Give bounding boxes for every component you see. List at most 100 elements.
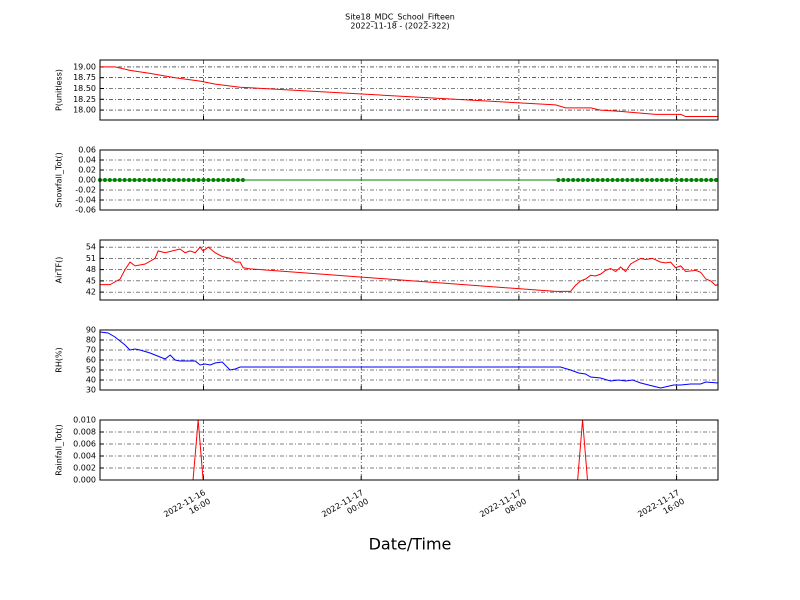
data-point bbox=[171, 178, 176, 182]
data-line bbox=[100, 66, 718, 118]
data-point bbox=[699, 178, 704, 182]
data-point bbox=[635, 178, 640, 182]
data-line bbox=[99, 331, 719, 389]
data-point bbox=[689, 178, 694, 182]
y-tick-label: 0.010 bbox=[73, 416, 96, 425]
data-point bbox=[240, 178, 245, 182]
y-tick-label: 54 bbox=[86, 243, 96, 252]
data-point bbox=[231, 178, 236, 182]
data-point bbox=[585, 178, 590, 182]
data-point bbox=[112, 178, 117, 182]
y-tick-label: 60 bbox=[86, 356, 96, 365]
y-tick-label: 80 bbox=[86, 336, 96, 345]
data-point bbox=[704, 178, 709, 182]
data-point bbox=[576, 178, 581, 182]
y-axis-label: P(unitless) bbox=[55, 69, 64, 111]
data-point bbox=[157, 178, 162, 182]
axes-frame bbox=[99, 59, 719, 121]
data-point bbox=[216, 178, 221, 182]
y-tick-label: 0.04 bbox=[78, 156, 96, 165]
data-point bbox=[566, 178, 571, 182]
data-point bbox=[659, 178, 664, 182]
data-point bbox=[102, 178, 107, 182]
y-tick-label: -0.04 bbox=[75, 196, 96, 205]
data-line bbox=[100, 419, 718, 481]
data-point bbox=[674, 178, 679, 182]
data-point bbox=[122, 178, 127, 182]
data-point bbox=[615, 178, 620, 182]
data-point bbox=[206, 178, 211, 182]
data-point bbox=[162, 178, 167, 182]
chart-title: Site18_MDC_School_Fifteen bbox=[345, 13, 455, 22]
chart-subtitle: 2022-11-18 - (2022-322) bbox=[350, 22, 449, 31]
data-point bbox=[221, 178, 226, 182]
data-point bbox=[176, 178, 181, 182]
data-point bbox=[132, 178, 137, 182]
data-point bbox=[654, 178, 659, 182]
data-point bbox=[714, 178, 719, 182]
y-tick-label: 0.002 bbox=[73, 464, 96, 473]
y-tick-label: 90 bbox=[86, 326, 96, 335]
y-tick-label: 48 bbox=[86, 265, 96, 274]
axes-frame bbox=[99, 419, 719, 481]
data-point bbox=[235, 178, 240, 182]
y-tick-label: -0.02 bbox=[75, 186, 96, 195]
data-point bbox=[600, 178, 605, 182]
y-axis-label: RH(%) bbox=[55, 347, 64, 372]
data-point bbox=[664, 178, 669, 182]
axes-frame bbox=[99, 329, 719, 391]
y-tick-label: 18.00 bbox=[73, 106, 96, 115]
y-tick-label: 18.75 bbox=[73, 73, 96, 82]
data-point bbox=[630, 178, 635, 182]
y-tick-label: 51 bbox=[86, 254, 96, 263]
data-point bbox=[196, 178, 201, 182]
data-point bbox=[147, 178, 152, 182]
data-point bbox=[595, 178, 600, 182]
data-point bbox=[127, 178, 132, 182]
data-point bbox=[137, 178, 142, 182]
data-point bbox=[645, 178, 650, 182]
y-tick-label: 0.004 bbox=[73, 452, 96, 461]
data-point bbox=[561, 178, 566, 182]
y-tick-label: -0.06 bbox=[75, 206, 96, 215]
data-line bbox=[100, 246, 719, 292]
data-point bbox=[181, 178, 186, 182]
y-axis-label: Rainfall_Tot() bbox=[55, 424, 64, 476]
data-point bbox=[117, 178, 122, 182]
y-tick-label: 50 bbox=[86, 366, 96, 375]
data-point bbox=[669, 178, 674, 182]
data-point bbox=[679, 178, 684, 182]
data-point bbox=[166, 178, 171, 182]
data-point bbox=[610, 178, 615, 182]
data-point bbox=[201, 178, 206, 182]
data-point bbox=[142, 178, 147, 182]
data-point bbox=[640, 178, 645, 182]
data-point bbox=[694, 178, 699, 182]
y-tick-label: 45 bbox=[86, 276, 96, 285]
data-point bbox=[649, 178, 654, 182]
data-point bbox=[186, 178, 191, 182]
y-tick-label: 19.00 bbox=[73, 62, 96, 71]
data-point bbox=[620, 178, 625, 182]
data-point bbox=[625, 178, 630, 182]
data-point bbox=[580, 178, 585, 182]
y-axis-label: AirTF() bbox=[55, 257, 64, 284]
y-tick-label: 0.06 bbox=[78, 146, 96, 155]
axes-frame bbox=[99, 149, 719, 211]
x-axis-label: Date/Time bbox=[369, 535, 452, 554]
data-point bbox=[590, 178, 595, 182]
y-tick-label: 0.006 bbox=[73, 440, 96, 449]
y-tick-label: 18.50 bbox=[73, 84, 96, 93]
data-point bbox=[211, 178, 216, 182]
y-tick-label: 40 bbox=[86, 376, 96, 385]
data-point bbox=[226, 178, 231, 182]
y-tick-label: 0.000 bbox=[73, 476, 96, 485]
y-tick-label: 0.00 bbox=[78, 176, 96, 185]
data-point bbox=[709, 178, 714, 182]
data-point bbox=[684, 178, 689, 182]
data-point bbox=[191, 178, 196, 182]
y-tick-label: 42 bbox=[86, 288, 96, 297]
axes-frame bbox=[99, 239, 719, 301]
